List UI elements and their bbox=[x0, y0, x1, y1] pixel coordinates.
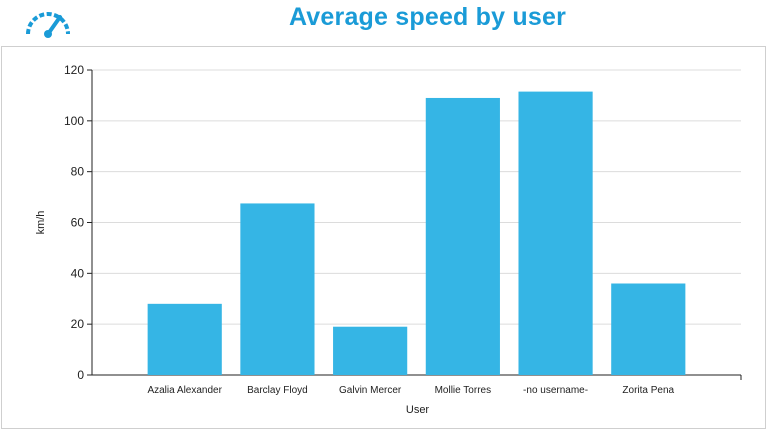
x-tick-label: Barclay Floyd bbox=[247, 385, 308, 396]
header: Average speed by user bbox=[0, 0, 783, 42]
speedometer-icon bbox=[26, 12, 70, 38]
y-tick-label: 120 bbox=[64, 63, 84, 77]
y-tick-label: 0 bbox=[77, 368, 84, 382]
x-tick-label: Zorita Pena bbox=[622, 385, 674, 396]
bar bbox=[333, 326, 408, 375]
page-title: Average speed by user bbox=[288, 3, 566, 31]
y-tick-label: 20 bbox=[71, 317, 85, 331]
x-tick-label: Mollie Torres bbox=[435, 385, 492, 396]
x-axis-label: User bbox=[406, 404, 430, 416]
y-tick-label: 100 bbox=[64, 114, 84, 128]
bar bbox=[240, 203, 315, 375]
y-tick-label: 80 bbox=[71, 165, 85, 179]
y-tick-label: 60 bbox=[71, 216, 85, 230]
bar bbox=[518, 91, 593, 376]
x-tick-label: -no username- bbox=[523, 385, 588, 396]
y-tick-label: 40 bbox=[71, 266, 85, 280]
bar bbox=[147, 303, 222, 375]
x-tick-label: Galvin Mercer bbox=[339, 385, 402, 396]
bar bbox=[611, 283, 686, 375]
x-tick-label: Azalia Alexander bbox=[147, 385, 222, 396]
y-axis-label: km/h bbox=[35, 211, 47, 235]
bar bbox=[425, 97, 500, 375]
